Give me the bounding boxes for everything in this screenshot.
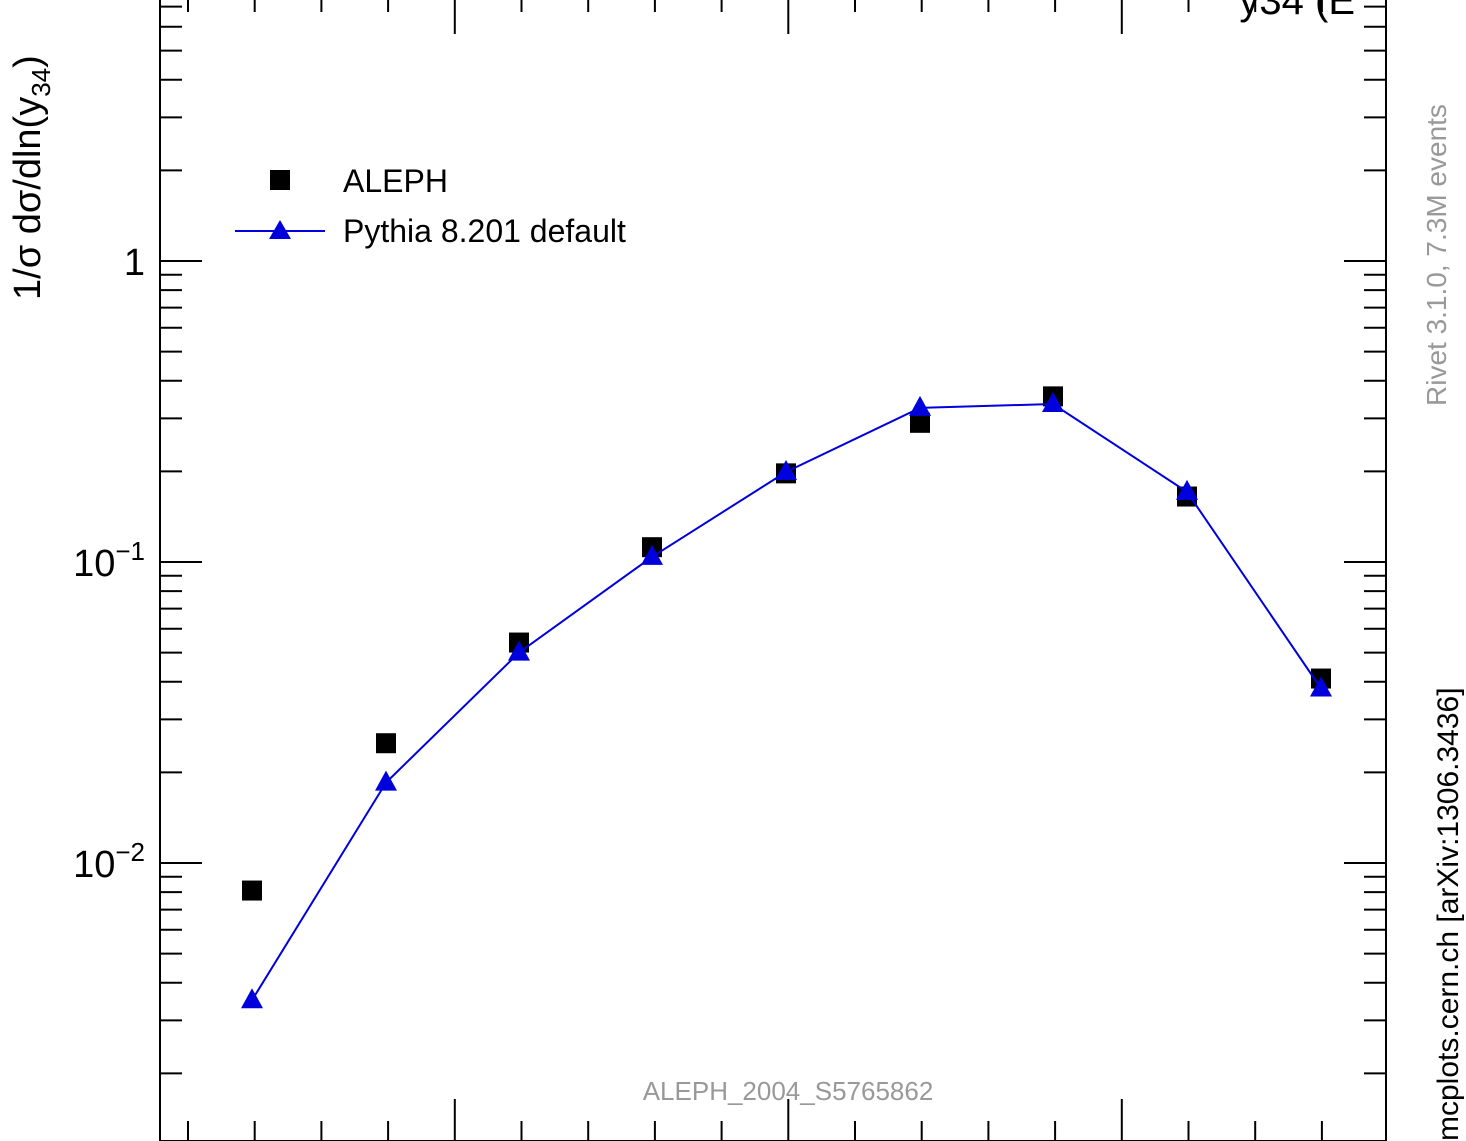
legend-pythia-label: Pythia 8.201 default [343,213,626,249]
y-tick-label: 10−1 [73,536,145,585]
pythia-point [1042,391,1064,412]
pythia-point [775,460,797,481]
y-tick-labels: 1 10−1 10−2 [73,242,145,886]
legend-aleph-label: ALEPH [343,163,448,199]
analysis-label: ALEPH_2004_S5765862 [643,1076,934,1106]
aleph-point [376,733,396,754]
pythia-series [241,391,1332,1009]
y-axis-label: 1/σ dσ/dln(y34) [7,55,56,300]
pythia-point [375,770,397,791]
chart-title: y34 (E [1239,0,1355,23]
plot-frame [159,0,1387,1141]
legend-aleph-marker [270,170,290,190]
axis-ticks [160,0,1386,1141]
pythia-point [1176,479,1198,500]
y-tick-label: 1 [124,242,145,284]
aleph-point [910,412,930,433]
pythia-point [909,395,931,416]
y-tick-label: 10−2 [73,837,145,886]
aleph-point [242,880,262,901]
rivet-info: Rivet 3.1.0, 7.3M events [1421,104,1452,406]
legend: ALEPH Pythia 8.201 default [235,163,626,249]
y-axis-label-subscript: 34 [26,68,56,97]
pythia-point [508,640,530,661]
pythia-point [241,988,263,1009]
pythia-point [1310,676,1332,697]
legend-pythia-marker [269,220,291,239]
pythia-point [641,544,663,565]
plot-border [159,0,1387,1141]
mcplots-info: mcplots.cern.ch [arXiv:1306.3436] [1432,687,1465,1141]
pythia-line [251,402,1322,1001]
